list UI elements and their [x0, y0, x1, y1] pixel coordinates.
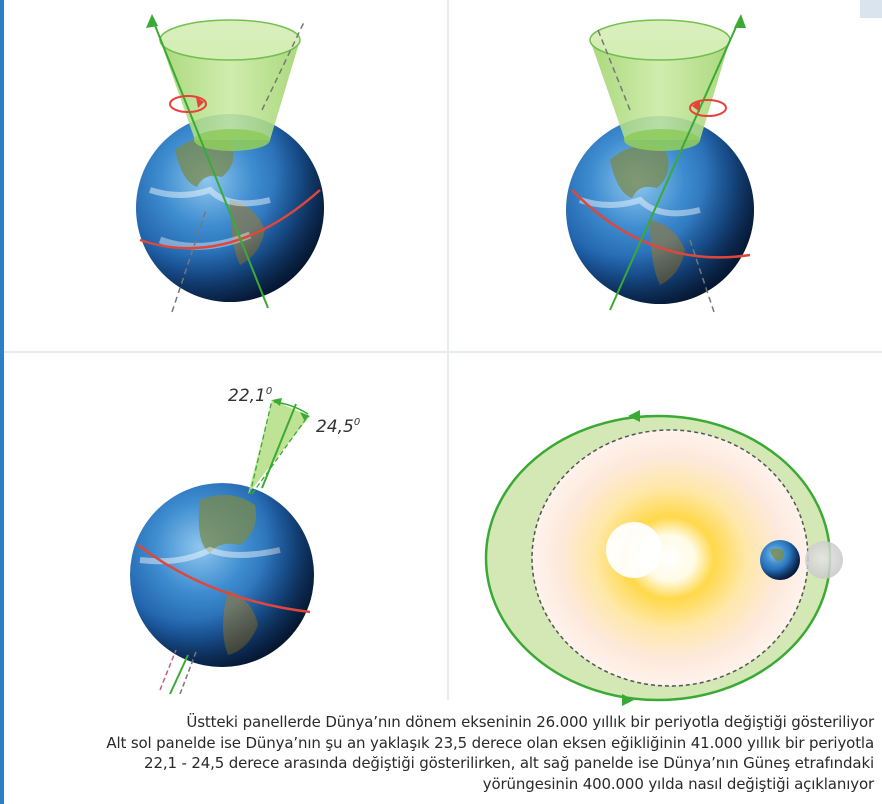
- panel-bottom-left-obliquity: 22,10 24,50: [130, 386, 360, 695]
- panel-top-left-precession: [136, 14, 324, 313]
- corner-bar: [860, 0, 882, 18]
- axis-south: [169, 654, 189, 695]
- precession-cone: [160, 40, 300, 140]
- rotation-arrow: [689, 99, 727, 117]
- tilt-max-label: 24,50: [316, 417, 360, 437]
- equator-line: [571, 189, 751, 259]
- caption-line-2: Alt sol panelde ise Dünya’nın şu an yakl…: [106, 733, 874, 752]
- caption-line-4: yörüngesinin 400.000 yılda nasıl değişti…: [482, 774, 874, 793]
- equator-line: [139, 189, 321, 250]
- earth-globe: [130, 483, 314, 667]
- orbit-arrow-bottom: [622, 694, 634, 706]
- figure-caption: Üstteki panellerde Dünya’nın dönem eksen…: [14, 712, 874, 794]
- tilt-min-label: 22,10: [228, 386, 272, 406]
- earth-small: [760, 540, 800, 580]
- rotation-arrow: [169, 95, 207, 113]
- sun: [606, 522, 662, 578]
- orbit-arrow-top: [628, 410, 640, 422]
- earth-globe: [136, 114, 324, 302]
- rotation-axis: [151, 17, 269, 309]
- caption-line-1: Üstteki panellerde Dünya’nın dönem eksen…: [186, 713, 874, 731]
- dashed-axis: [171, 209, 207, 313]
- rotation-axis: [609, 17, 741, 311]
- panel-bottom-right-orbit: [484, 410, 843, 706]
- panel-top-right-precession: [566, 14, 754, 313]
- earth-ghost: [805, 541, 843, 579]
- cone-top-ellipse: [589, 19, 731, 61]
- precession-cone: [590, 40, 730, 140]
- axis-arrowhead: [146, 14, 158, 28]
- equator-line: [137, 544, 311, 614]
- dashed-axis: [689, 239, 715, 313]
- frame-edge: [0, 0, 4, 804]
- axis-arrowhead: [734, 14, 746, 28]
- cone-top-ellipse: [159, 19, 301, 61]
- rotation-axis: [261, 403, 297, 489]
- caption-line-3: 22,1 - 24,5 derece arasında değiştiği gö…: [144, 754, 874, 772]
